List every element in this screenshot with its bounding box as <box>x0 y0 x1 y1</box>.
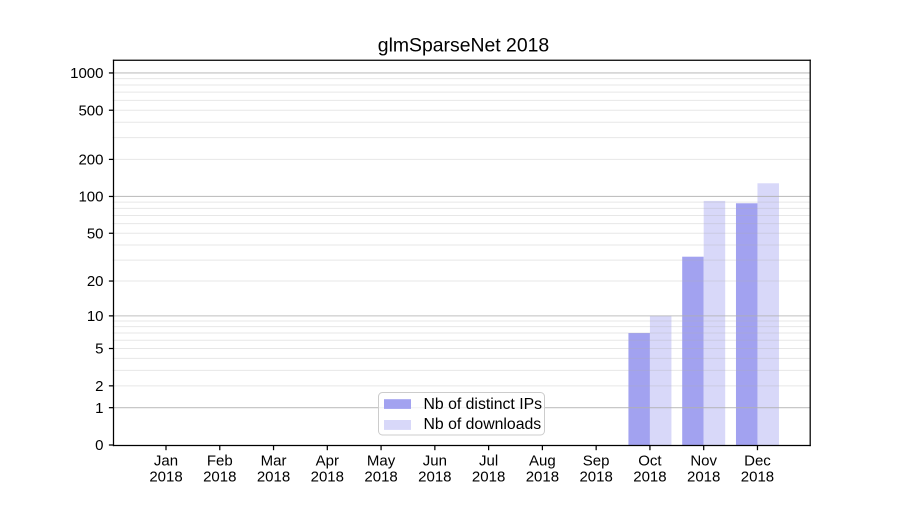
svg-text:Mar: Mar <box>261 452 287 469</box>
svg-text:50: 50 <box>87 225 104 242</box>
svg-text:0: 0 <box>95 437 103 454</box>
svg-text:Sep: Sep <box>583 452 610 469</box>
svg-text:2018: 2018 <box>472 469 505 486</box>
svg-text:2018: 2018 <box>311 469 344 486</box>
svg-text:Jun: Jun <box>423 452 447 469</box>
svg-text:200: 200 <box>78 152 103 169</box>
svg-text:glmSparseNet 2018: glmSparseNet 2018 <box>378 34 549 56</box>
svg-text:2018: 2018 <box>257 469 290 486</box>
svg-text:Nb of distinct IPs: Nb of distinct IPs <box>424 396 543 413</box>
svg-text:2018: 2018 <box>149 469 182 486</box>
svg-text:2018: 2018 <box>579 469 612 486</box>
svg-text:Feb: Feb <box>207 452 233 469</box>
svg-text:20: 20 <box>87 273 104 290</box>
svg-text:2018: 2018 <box>203 469 236 486</box>
svg-text:Apr: Apr <box>316 452 339 469</box>
svg-text:1000: 1000 <box>70 65 103 82</box>
svg-text:2018: 2018 <box>741 469 774 486</box>
svg-text:5: 5 <box>95 341 103 358</box>
svg-text:2018: 2018 <box>364 469 397 486</box>
svg-text:10: 10 <box>87 308 104 325</box>
svg-text:Aug: Aug <box>529 452 556 469</box>
svg-text:100: 100 <box>78 189 103 206</box>
svg-text:Jul: Jul <box>479 452 498 469</box>
svg-text:Jan: Jan <box>154 452 178 469</box>
svg-text:Dec: Dec <box>744 452 771 469</box>
svg-text:2018: 2018 <box>526 469 559 486</box>
svg-text:2018: 2018 <box>418 469 451 486</box>
svg-text:500: 500 <box>78 102 103 119</box>
svg-text:Oct: Oct <box>638 452 662 469</box>
svg-text:2018: 2018 <box>633 469 666 486</box>
svg-text:Nov: Nov <box>690 452 717 469</box>
svg-text:May: May <box>367 452 396 469</box>
svg-text:2: 2 <box>95 378 103 395</box>
svg-text:2018: 2018 <box>687 469 720 486</box>
svg-text:Nb of downloads: Nb of downloads <box>424 416 542 433</box>
svg-text:1: 1 <box>95 400 103 417</box>
